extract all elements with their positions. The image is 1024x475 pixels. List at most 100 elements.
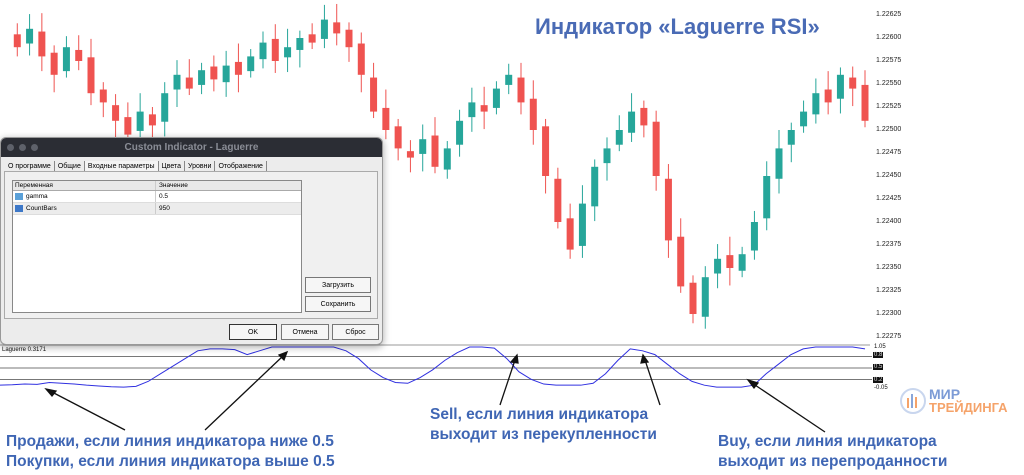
y-tick-label: 1.22400 [876,218,902,225]
candle [824,89,832,103]
tab-visualization[interactable]: Отображение [215,161,267,172]
param-value[interactable]: 950 [159,205,170,212]
level-label: 0.5 [873,364,884,370]
y-tick-label: 1.22500 [876,126,902,133]
candle [542,126,550,176]
logo-text: ТРЕЙДИНГА [929,400,1008,415]
logo-icon [900,388,926,414]
param-value[interactable]: 0.5 [159,193,169,200]
tab-levels[interactable]: Уровни [185,161,216,172]
candle [505,74,513,85]
tab-colors[interactable]: Цвета [158,161,186,172]
custom-indicator-dialog: Custom Indicator - Laguerre О программе … [0,137,383,345]
y-tick-label: 1.22450 [876,172,902,179]
candle [615,130,623,145]
y-tick-label: 1.22550 [876,80,902,87]
annotation-middle: Sell, если линия индикатора выходит из п… [430,405,657,445]
level-label: 0.2 [873,377,884,383]
ok-button[interactable]: OK [229,324,277,340]
candle [382,107,390,130]
candle [284,47,292,58]
candle [566,218,574,250]
candle [198,70,206,85]
table-row[interactable]: CountBars 950 [13,203,301,215]
reset-button[interactable]: Сброс [332,324,379,340]
laguerre-line [0,346,866,388]
candle [468,102,476,118]
candle [345,29,353,48]
candle [99,89,107,103]
dialog-titlebar: Custom Indicator - Laguerre [1,138,382,157]
candle [185,77,193,89]
candle [124,117,132,135]
candle [320,19,328,39]
level-label: 0.8 [873,352,884,358]
candle [689,282,697,314]
indicator-bottom-label: -0.05 [874,385,888,391]
candle [763,176,771,219]
y-tick-label: 1.22375 [876,241,902,248]
candle [492,88,500,108]
candle [640,107,648,126]
candle [431,135,439,167]
candle [591,166,599,207]
candle [13,34,21,48]
y-tick-label: 1.22625 [876,11,902,18]
candle [112,105,120,121]
candle [87,57,95,94]
param-name: gamma [26,192,48,200]
candle [861,84,869,121]
candle [136,111,144,131]
cancel-button[interactable]: Отмена [281,324,329,340]
candle [161,93,169,122]
candle [787,130,795,145]
candle [529,98,537,130]
zoom-button[interactable] [31,144,38,151]
y-tick-label: 1.22275 [876,333,902,340]
y-tick-label: 1.22475 [876,149,902,156]
candle [62,47,70,72]
annotation-text: Sell, если линия индикатора [430,406,649,423]
candle [726,255,734,268]
parameters-table: Переменная Значение gamma 0.5 CountBars 950 [12,180,302,313]
annotation-text: выходит из перекупленности [430,426,657,443]
save-button[interactable]: Сохранить [305,296,371,312]
candle [738,254,746,271]
candle [800,111,808,127]
column-header: Переменная [13,181,156,190]
tab-about[interactable]: О программе [5,161,55,172]
candle [456,120,464,145]
double-type-icon [15,193,23,200]
candle [394,126,402,149]
candle [677,236,685,287]
candle [652,121,660,176]
table-row[interactable]: gamma 0.5 [13,191,301,203]
candle [38,31,46,57]
y-tick-label: 1.22525 [876,103,902,110]
indicator-top-label: 1.05 [874,344,886,350]
tab-common[interactable]: Общие [54,161,85,172]
annotation-arrows [44,350,826,433]
integer-type-icon [15,205,23,212]
y-tick-label: 1.22300 [876,310,902,317]
candle [357,43,365,75]
load-button[interactable]: Загрузить [305,277,371,293]
candle [750,222,758,251]
candle [664,178,672,241]
candle [443,148,451,170]
annotation-left: Продажи, если линия индикатора ниже 0.5 … [6,432,335,472]
candle [234,61,242,75]
candle [406,151,414,158]
annotation-text: Покупки, если линия индикатора выше 0.5 [6,453,335,470]
indicator-label: Laguerre 0.3171 [2,347,47,353]
tab-inputs[interactable]: Входные параметры [84,161,159,172]
close-button[interactable] [7,144,14,151]
candle [419,139,427,154]
dialog-title: Custom Indicator - Laguerre [124,142,259,153]
annotation-right: Buy, если линия индикатора выходит из пе… [718,432,947,472]
minimize-button[interactable] [19,144,26,151]
candle [148,114,156,126]
candle [173,74,181,90]
candle [296,38,304,50]
candle [517,77,525,103]
